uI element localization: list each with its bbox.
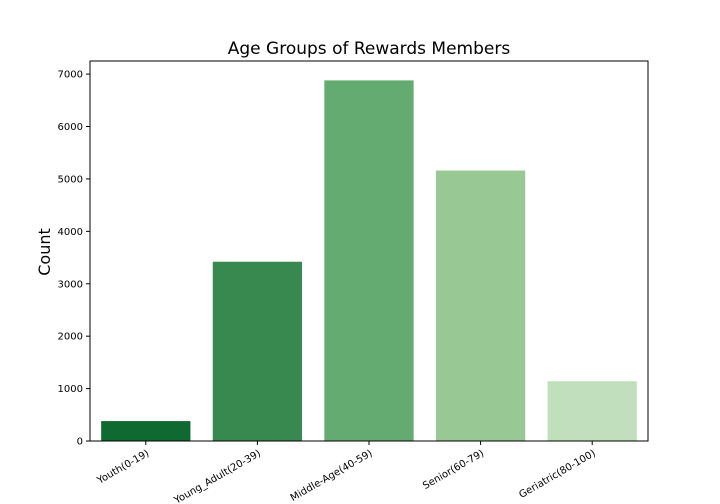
y-tick-label: 6000: [58, 122, 83, 133]
y-tick-label: 0: [77, 437, 83, 448]
x-tick-label: Geriatric(80-100): [517, 448, 597, 501]
y-tick-label: 2000: [58, 332, 83, 343]
y-tick-label: 5000: [58, 174, 83, 185]
y-tick-label: 1000: [58, 384, 83, 395]
x-tick-label: Youth(0-19): [95, 448, 152, 487]
bar-1: [212, 261, 303, 441]
chart-title: Age Groups of Rewards Members: [228, 39, 511, 59]
y-tick-label: 4000: [58, 227, 83, 238]
x-tick-label: Middle-Age(40-59): [289, 448, 375, 504]
y-tick-label: 3000: [58, 279, 83, 290]
x-tick-label: Young_Adult(20-39): [172, 448, 263, 504]
x-axis: Youth(0-19) Young_Adult(20-39) Middle-Age(…: [95, 441, 598, 504]
bar-4: [547, 381, 637, 441]
bars-group: [101, 80, 637, 442]
y-axis: 0 1000 2000 3000 4000 5000 6000 7000: [58, 70, 90, 448]
bar-3: [435, 170, 526, 441]
y-axis-label: Count: [35, 228, 54, 276]
bar-2: [324, 80, 414, 442]
y-tick-label: 7000: [58, 70, 83, 81]
x-tick-label: Senior(60-79): [421, 448, 486, 492]
bar-0: [101, 421, 191, 441]
plot-frame: [89, 60, 649, 442]
